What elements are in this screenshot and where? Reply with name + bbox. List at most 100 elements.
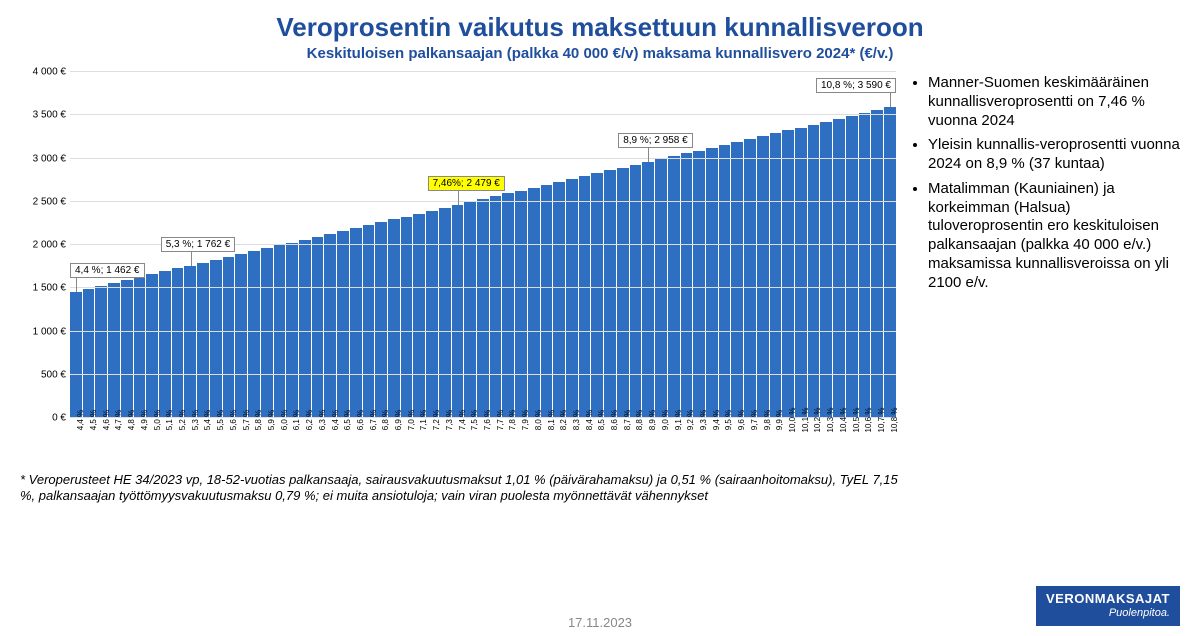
x-tick-label: 5,1 % (165, 410, 174, 430)
x-tick-label: 7,6 % (483, 410, 492, 430)
x-tick-label: 6,9 % (394, 410, 403, 430)
bar (223, 257, 235, 418)
footer-date: 17.11.2023 (0, 615, 1200, 630)
y-tick-label: 500 € (20, 369, 66, 380)
bar (706, 148, 718, 418)
x-tick-label: 9,2 % (686, 410, 695, 430)
bar (439, 208, 451, 418)
bar (655, 159, 667, 418)
gridline (70, 201, 896, 202)
x-tick-label: 7,5 % (470, 410, 479, 430)
gridline (70, 287, 896, 288)
callout-label: 5,3 %; 1 762 € (161, 237, 236, 252)
x-tick-label: 5,6 % (229, 410, 238, 430)
x-tick-label: 4,5 % (89, 410, 98, 430)
side-note-item: Manner-Suomen keskimääräinen kunnallisve… (928, 74, 1180, 130)
x-tick-label: 10,5 % (852, 408, 861, 433)
x-tick-label: 10,1 % (801, 408, 810, 433)
bar (528, 188, 540, 418)
x-tick-label: 10,8 % (890, 408, 899, 433)
x-tick-label: 9,6 % (737, 410, 746, 430)
x-tick-label: 7,7 % (496, 410, 505, 430)
bar (719, 145, 731, 418)
bar (731, 142, 743, 418)
bar (591, 173, 603, 418)
side-note-item: Matalimman (Kauniainen) ja korkeimman (H… (928, 180, 1180, 293)
gridline (70, 71, 896, 72)
bar (108, 283, 120, 418)
side-note-item: Yleisin kunnallis-veroprosentti vuonna 2… (928, 136, 1180, 174)
callout-label: 8,9 %; 2 958 € (618, 133, 693, 148)
x-tick-label: 6,5 % (343, 410, 352, 430)
bar (464, 202, 476, 418)
gridline (70, 374, 896, 375)
x-tick-label: 5,0 % (153, 410, 162, 430)
x-tick-label: 6,1 % (292, 410, 301, 430)
bar (846, 116, 858, 418)
bar (884, 107, 896, 418)
callout-leader (890, 93, 891, 107)
x-tick-label: 5,4 % (203, 410, 212, 430)
bar (579, 176, 591, 418)
x-tick-label: 4,4 % (76, 410, 85, 430)
bar (235, 254, 247, 418)
x-tick-label: 4,9 % (140, 410, 149, 430)
bar (477, 199, 489, 418)
x-tick-label: 8,0 % (534, 410, 543, 430)
x-tick-label: 7,8 % (508, 410, 517, 430)
bar (782, 130, 794, 418)
bar (337, 231, 349, 418)
bar (617, 168, 629, 419)
x-tick-label: 7,2 % (432, 410, 441, 430)
x-tick-label: 8,6 % (610, 410, 619, 430)
x-tick-label: 7,0 % (407, 410, 416, 430)
x-tick-label: 10,0 % (788, 408, 797, 433)
x-tick-label: 7,4 % (458, 410, 467, 430)
y-tick-label: 3 000 € (20, 153, 66, 164)
x-tick-label: 6,8 % (381, 410, 390, 430)
x-tick-label: 10,6 % (864, 408, 873, 433)
x-tick-label: 9,3 % (699, 410, 708, 430)
x-tick-label: 8,1 % (547, 410, 556, 430)
x-tick-label: 5,9 % (267, 410, 276, 430)
y-tick-label: 3 500 € (20, 110, 66, 121)
x-tick-label: 5,8 % (254, 410, 263, 430)
chart-subtitle: Keskituloisen palkansaajan (palkka 40 00… (20, 45, 1180, 62)
bar (388, 219, 400, 418)
x-tick-label: 9,8 % (763, 410, 772, 430)
bar-chart: 0 €500 €1 000 €1 500 €2 000 €2 500 €3 00… (20, 68, 900, 468)
bar (172, 268, 184, 418)
x-tick-label: 9,1 % (674, 410, 683, 430)
bar (299, 240, 311, 418)
bar (375, 222, 387, 418)
callout-leader (191, 252, 192, 266)
bar (681, 153, 693, 418)
x-tick-label: 5,3 % (191, 410, 200, 430)
x-tick-label: 9,0 % (661, 410, 670, 430)
x-tick-label: 6,7 % (369, 410, 378, 430)
x-tick-label: 6,6 % (356, 410, 365, 430)
gridline (70, 114, 896, 115)
x-tick-label: 5,7 % (242, 410, 251, 430)
x-tick-label: 10,7 % (877, 408, 886, 433)
bar (363, 225, 375, 418)
bar (541, 185, 553, 418)
bar (83, 289, 95, 418)
bar (426, 211, 438, 418)
bar (490, 196, 502, 418)
x-tick-label: 10,4 % (839, 408, 848, 433)
bar (146, 274, 158, 418)
callout-label: 10,8 %; 3 590 € (816, 78, 896, 93)
x-tick-label: 8,3 % (572, 410, 581, 430)
bar (134, 277, 146, 418)
x-tick-label: 10,2 % (813, 408, 822, 433)
y-tick-label: 1 000 € (20, 326, 66, 337)
y-tick-label: 2 500 € (20, 196, 66, 207)
plot-area: 4,4 %; 1 462 €5,3 %; 1 762 €7,46%; 2 479… (70, 72, 896, 418)
brand-logo: VERONMAKSAJAT Puolenpitoa. (1036, 586, 1180, 626)
y-tick-label: 2 000 € (20, 240, 66, 251)
bar (502, 193, 514, 418)
bar (770, 133, 782, 418)
callout-leader (458, 191, 459, 205)
bar (604, 170, 616, 418)
